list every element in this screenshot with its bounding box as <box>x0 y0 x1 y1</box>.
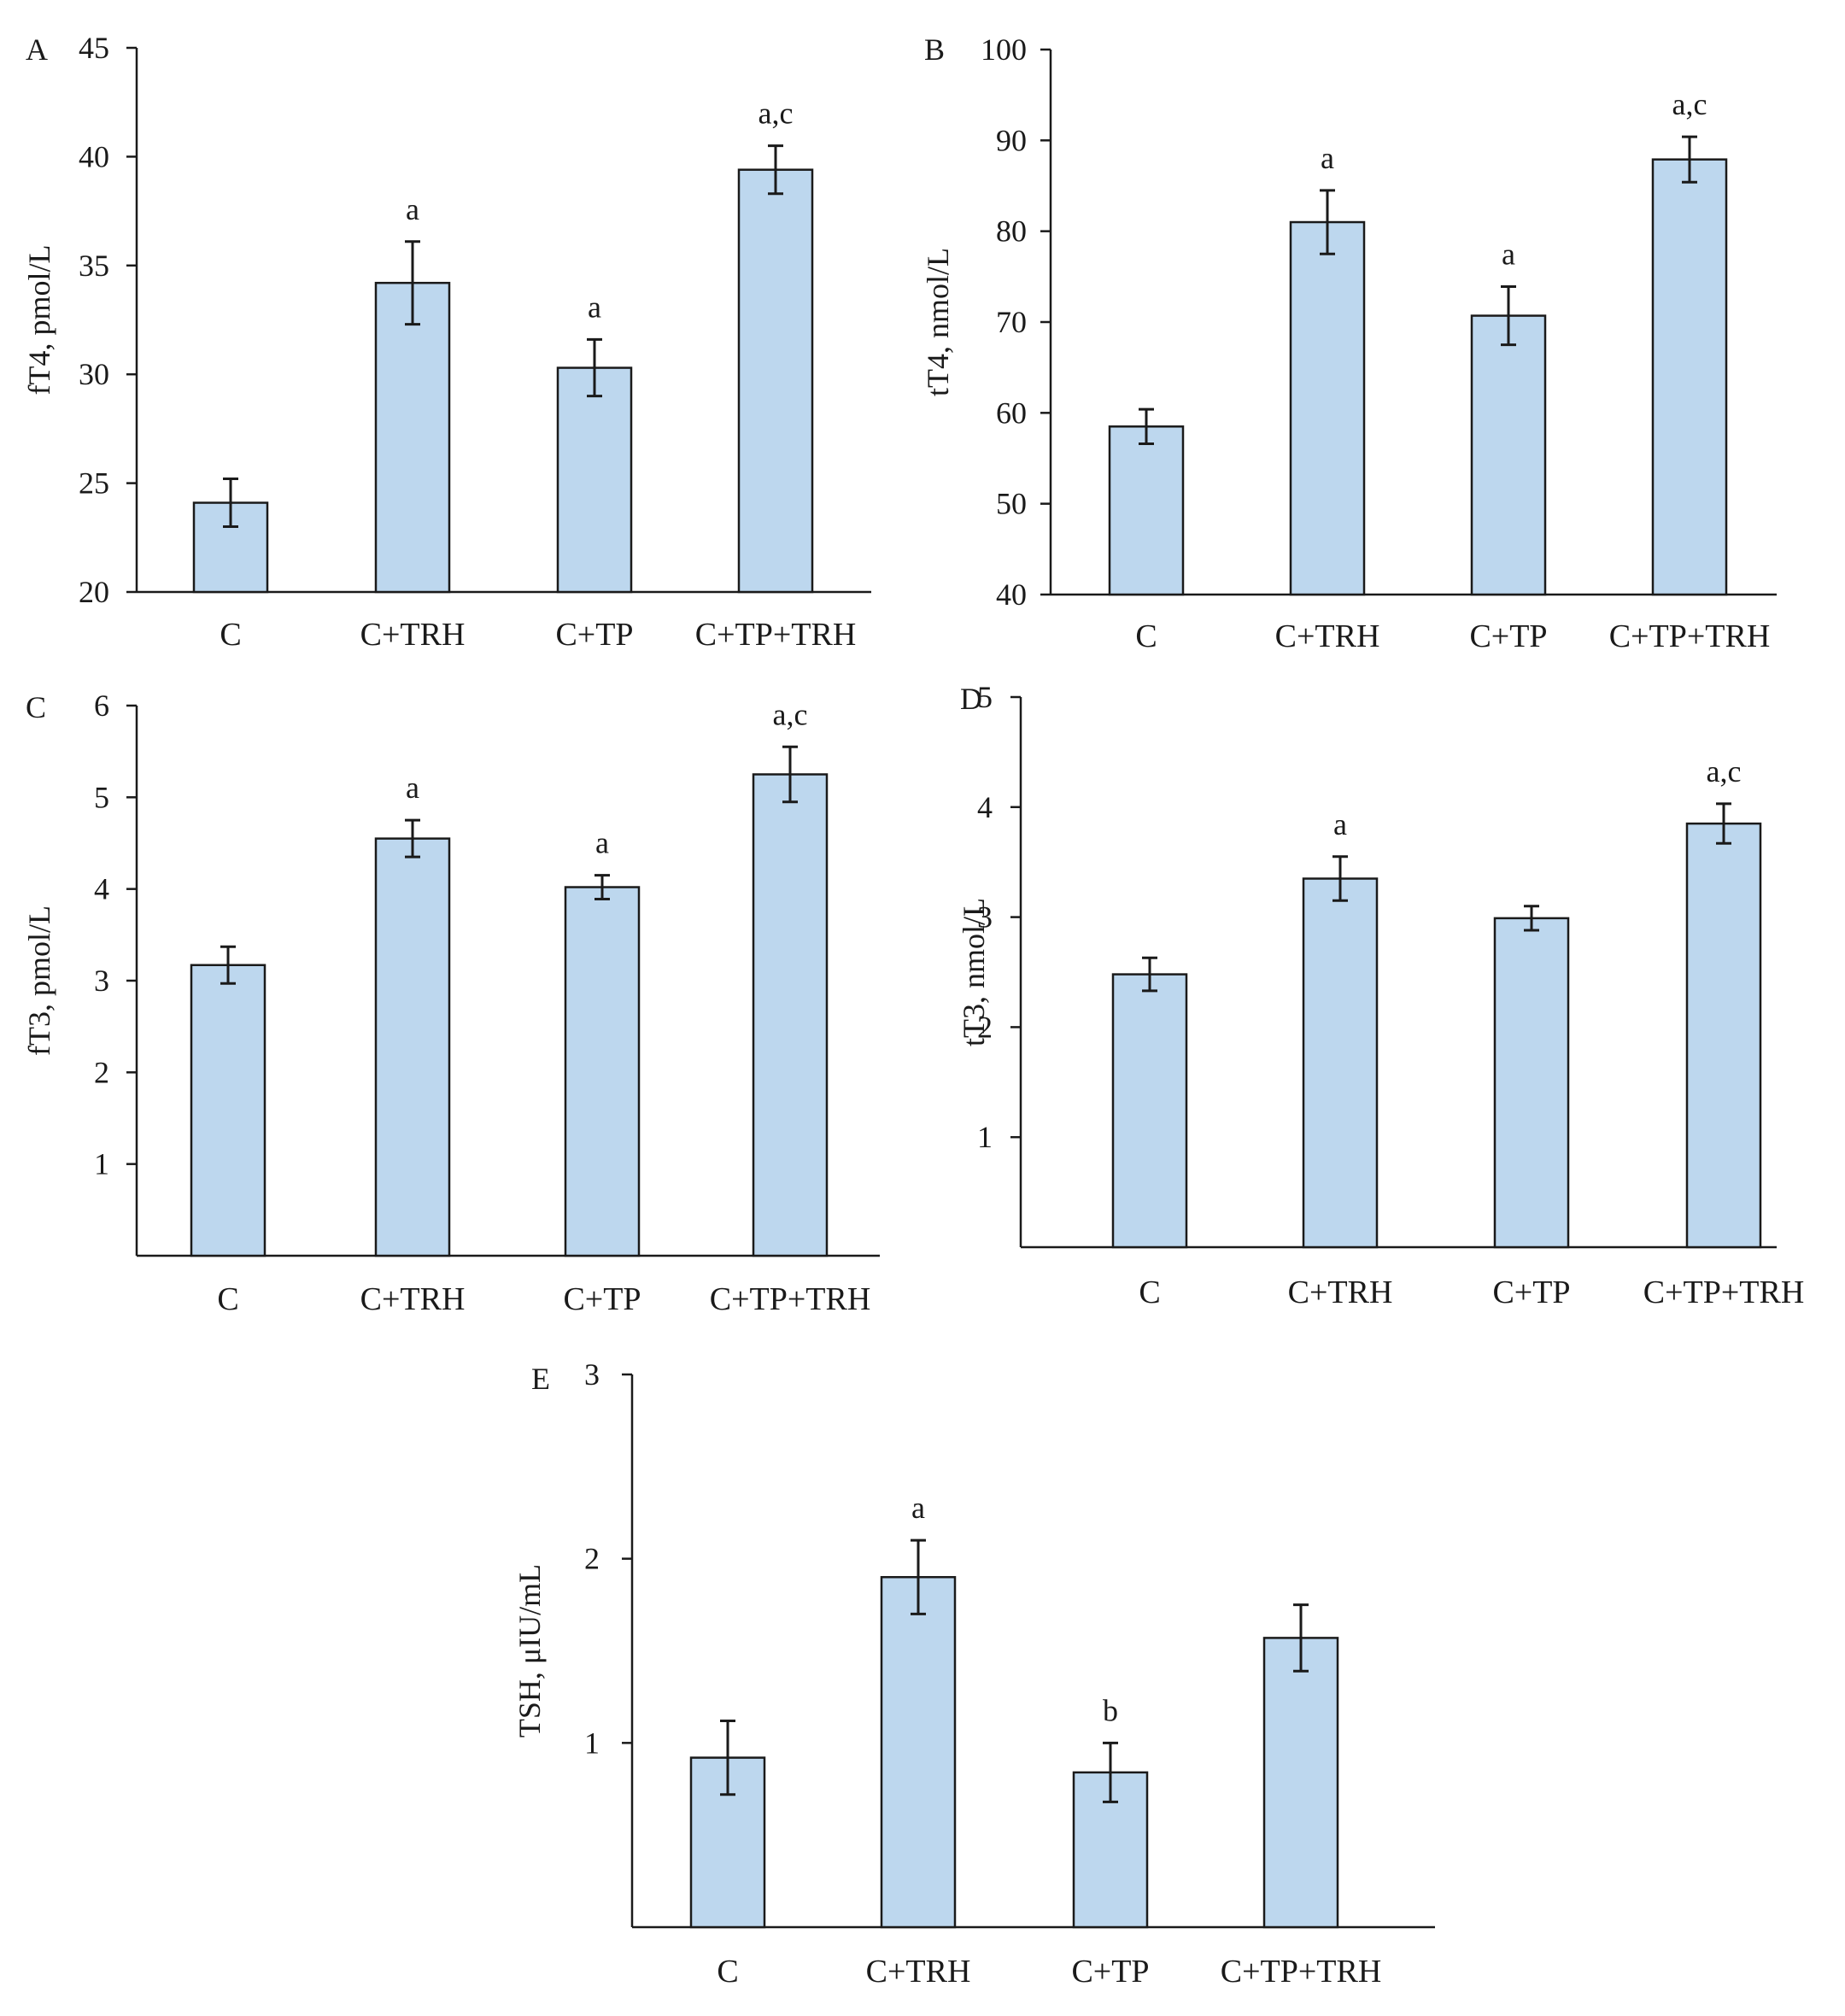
y-tick-label: 2 <box>977 1010 993 1044</box>
y-tick-label: 40 <box>79 139 109 173</box>
bar <box>1108 425 1185 596</box>
significance-annotation: a <box>406 771 419 805</box>
y-axis-label: fT4, pmol/L <box>22 245 56 396</box>
bar <box>374 837 451 1257</box>
y-tick-label: 70 <box>996 305 1027 339</box>
y-axis-label: TSH, μIU/mL <box>512 1564 547 1738</box>
panel-e: E 1 2 3 TSH, μIU/mL Ca C+TRH b C+TP C+TP+TRH <box>512 1357 1435 1990</box>
y-tick-label: 100 <box>981 32 1027 67</box>
category-label: C <box>217 1281 238 1317</box>
significance-annotation: a <box>595 826 609 860</box>
category-label: C <box>717 1954 738 1990</box>
y-tick-label: 25 <box>79 466 109 501</box>
y-tick-label: 50 <box>996 487 1027 521</box>
panel-letter: A <box>26 32 48 67</box>
y-tick-label: 3 <box>584 1357 600 1392</box>
y-tick-label: 45 <box>79 31 109 65</box>
y-tick-label: 4 <box>977 790 993 824</box>
y-tick-label: 90 <box>996 123 1027 157</box>
category-label: C+TP+TRH <box>1609 618 1771 654</box>
significance-annotation: a,c <box>1707 754 1742 788</box>
y-tick-label: 60 <box>996 396 1027 430</box>
y-axis-label: fT3, pmol/L <box>22 905 56 1056</box>
significance-annotation: a,c <box>773 697 808 731</box>
category-label: C+TRH <box>1288 1275 1393 1310</box>
category-label: C+TP <box>555 617 633 653</box>
y-tick-label: 3 <box>94 964 109 998</box>
significance-annotation: a,c <box>1672 87 1707 121</box>
y-tick-label: 30 <box>79 357 109 391</box>
bar <box>564 886 641 1257</box>
bar <box>1470 314 1547 596</box>
panel-letter: E <box>531 1362 550 1396</box>
category-label: C+TRH <box>360 1281 466 1317</box>
bar <box>1111 973 1188 1249</box>
category-label: C+TRH <box>1275 618 1380 654</box>
panel-letter: D <box>960 682 982 716</box>
category-label: C+TP+TRH <box>1221 1954 1382 1990</box>
bar <box>737 168 814 594</box>
y-tick-label: 2 <box>94 1055 109 1089</box>
y-tick-label: 4 <box>94 872 109 906</box>
category-label: C+TP <box>1469 618 1547 654</box>
y-tick-label: 5 <box>94 780 109 814</box>
panel-letter: B <box>924 32 945 67</box>
y-axis-label: tT4, nmol/L <box>921 248 955 396</box>
category-label: C+TP+TRH <box>695 617 857 653</box>
category-label: C+TRH <box>360 617 466 653</box>
panel-c: C 1 2 3 4 5 6 fT3, pmol/L Ca C+TRH a C+TP a,c C+TP+TR… <box>22 689 880 1317</box>
significance-annotation: b <box>1103 1693 1118 1727</box>
bar <box>1262 1637 1339 1929</box>
bar <box>556 366 633 594</box>
y-tick-label: 80 <box>996 214 1027 249</box>
bar <box>374 281 451 594</box>
y-tick-label: 5 <box>977 680 993 714</box>
significance-annotation: a <box>406 192 419 226</box>
significance-annotation: a <box>588 290 601 324</box>
y-tick-label: 35 <box>79 249 109 283</box>
category-label: C+TP+TRH <box>1643 1275 1805 1310</box>
panel-letter: C <box>26 690 46 724</box>
category-label: C+TP <box>1071 1954 1149 1990</box>
category-label: C+TP <box>1492 1275 1570 1310</box>
y-tick-label: 40 <box>996 577 1027 612</box>
category-label: C <box>1139 1275 1160 1310</box>
bar <box>1493 917 1570 1249</box>
significance-annotation: a,c <box>758 97 794 131</box>
bar <box>1289 220 1366 596</box>
significance-annotation: a <box>1321 141 1334 175</box>
y-tick-label: 6 <box>94 689 109 723</box>
bar <box>1302 877 1379 1249</box>
y-tick-label: 20 <box>79 575 109 609</box>
bar <box>1651 158 1728 596</box>
y-tick-label: 3 <box>977 900 993 935</box>
y-tick-label: 2 <box>584 1542 600 1576</box>
bar <box>190 964 266 1257</box>
panel-a: A 20 25 30 35 40 45 fT4, pmol/L Ca C+TRH a C+TP a,c C… <box>22 31 871 653</box>
panel-d: D 1 2 3 4 5 tT3, nmol/L Ca C+TRH C+TP a,c C+TP+TRH <box>957 680 1804 1310</box>
bar <box>880 1575 957 1929</box>
y-axis-label: tT3, nmol/L <box>957 898 991 1046</box>
category-label: C <box>220 617 241 653</box>
category-label: C <box>1135 618 1157 654</box>
y-tick-label: 1 <box>977 1120 993 1154</box>
y-tick-label: 1 <box>94 1147 109 1181</box>
category-label: C+TRH <box>866 1954 971 1990</box>
significance-annotation: a <box>1333 807 1347 841</box>
y-tick-label: 1 <box>584 1726 600 1760</box>
bar <box>1685 822 1762 1249</box>
significance-annotation: a <box>1502 237 1515 272</box>
category-label: C+TP <box>563 1281 641 1317</box>
significance-annotation: a <box>911 1491 925 1525</box>
bar <box>752 773 829 1257</box>
panel-b: B 40 50 60 70 80 90 100 tT4, nmol/L Ca C+TRH a C+TP a… <box>921 32 1777 654</box>
category-label: C+TP+TRH <box>710 1281 871 1317</box>
